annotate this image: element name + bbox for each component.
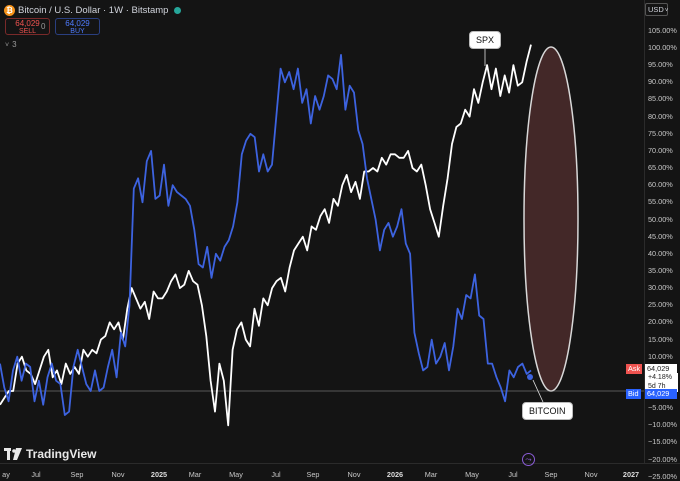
price-scale-label: 105.00% — [648, 25, 677, 35]
time-scale[interactable] — [0, 463, 680, 481]
price-scale-label: −15.00% — [648, 437, 678, 447]
chevron-down-icon: ˅ — [664, 8, 669, 14]
time-scale-label: Jul — [31, 470, 41, 479]
sell-price: 64,029 — [15, 19, 40, 28]
buy-label: BUY — [70, 28, 85, 35]
sell-button[interactable]: 64,029 SELL — [5, 18, 50, 35]
spread-value: 0 — [41, 22, 46, 31]
price-scale-label: 60.00% — [648, 180, 673, 190]
time-scale-label: Sep — [70, 470, 84, 479]
chart-canvas[interactable] — [0, 0, 644, 463]
price-scale-label: 65.00% — [648, 163, 673, 173]
time-scale-label: 2027 — [622, 470, 640, 479]
symbol-title: Bitcoin / U.S. Dollar · 1W · Bitstamp — [18, 4, 169, 16]
time-scale-label: Nov — [584, 470, 598, 479]
currency-selector[interactable]: USD˅ — [645, 3, 668, 16]
price-scale-label: 80.00% — [648, 111, 673, 121]
time-scale-label: May — [465, 470, 479, 479]
market-open-status-icon — [174, 6, 182, 14]
spx-callout[interactable]: SPX — [469, 31, 502, 49]
ask-price: 64,029 — [645, 364, 677, 374]
chevron-down-icon: ˅ — [5, 42, 10, 49]
time-scale-label: Sep — [306, 470, 320, 479]
price-scale-label: 70.00% — [648, 145, 673, 155]
change-percent: +4.18% — [648, 374, 672, 381]
tradingview-logo-icon — [4, 448, 22, 460]
price-scale[interactable] — [644, 0, 680, 463]
time-scale-label: Nov — [347, 470, 361, 479]
price-scale-label: 55.00% — [648, 197, 673, 207]
time-scale-label: Jul — [271, 470, 281, 479]
time-scale-label: Nov — [111, 470, 125, 479]
last-change-box: +4.18% 5d 7h — [645, 373, 678, 392]
time-scale-label: ay — [2, 470, 10, 479]
time-scale-label: 2025 — [150, 470, 168, 479]
sell-label: SELL — [18, 28, 37, 35]
price-scale-label: 15.00% — [648, 334, 673, 344]
price-scale-label: −5.00% — [648, 403, 673, 413]
price-scale-label: 95.00% — [648, 60, 673, 70]
bitcoin-logo-icon: ₿ — [4, 4, 15, 16]
price-scale-label: −20.00% — [648, 454, 678, 464]
highlight-ellipse — [523, 46, 579, 392]
ask-label: Ask — [626, 364, 643, 374]
bitcoin-series-line — [0, 54, 532, 416]
bitcoin-callout-pointer — [532, 379, 544, 403]
buy-button[interactable]: 64,029 BUY — [55, 18, 100, 35]
buy-price: 64,029 — [65, 19, 90, 28]
time-scale-label: Mar — [188, 470, 202, 479]
price-scale-label: 40.00% — [648, 248, 673, 258]
goto-realtime-icon[interactable]: ⤳ — [522, 453, 535, 466]
spx-series-line — [0, 44, 532, 427]
bar-countdown: 5d 7h — [648, 383, 666, 390]
chart-plot-area[interactable]: ₿ Bitcoin / U.S. Dollar · 1W · Bitstamp … — [0, 0, 644, 463]
price-scale-label: 35.00% — [648, 265, 673, 275]
price-scale-label: 45.00% — [648, 231, 673, 241]
indicator-count: 3 — [12, 40, 17, 49]
tradingview-logo[interactable]: TradingView — [4, 446, 96, 462]
price-scale-label: 20.00% — [648, 317, 673, 327]
bid-label: Bid — [626, 389, 641, 399]
price-scale-label: 100.00% — [648, 43, 677, 52]
time-scale-label: 2026 — [386, 470, 404, 479]
tradingview-wordmark: TradingView — [26, 447, 97, 461]
bitcoin-callout[interactable]: BITCOIN — [522, 402, 573, 420]
price-scale-label: 90.00% — [648, 77, 673, 87]
price-scale-label: 75.00% — [648, 128, 673, 138]
price-scale-label: −25.00% — [648, 471, 678, 481]
time-scale-label: Jul — [508, 470, 518, 479]
price-scale-label: 85.00% — [648, 94, 673, 104]
price-scale-label: 50.00% — [648, 214, 673, 224]
currency-value: USD — [648, 5, 664, 14]
symbol-header[interactable]: ₿ Bitcoin / U.S. Dollar · 1W · Bitstamp — [4, 3, 182, 17]
bitcoin-last-point-marker — [527, 374, 533, 380]
indicators-toggle[interactable]: ˅ 3 — [5, 40, 17, 49]
time-scale-label: Sep — [544, 470, 558, 479]
price-scale-label: −10.00% — [648, 420, 678, 430]
time-scale-label: May — [229, 470, 243, 479]
time-scale-label: Mar — [424, 470, 438, 479]
price-scale-label: 10.00% — [648, 351, 673, 361]
price-scale-label: 30.00% — [648, 283, 673, 293]
price-scale-label: 25.00% — [648, 300, 673, 310]
bid-price: 64,029 — [645, 389, 677, 399]
